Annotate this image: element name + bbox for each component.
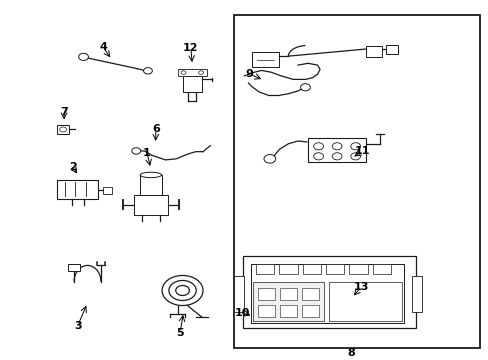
Bar	[411, 276, 421, 312]
Bar	[307, 139, 366, 162]
Circle shape	[181, 71, 185, 75]
Bar	[242, 256, 415, 328]
Text: 13: 13	[353, 282, 368, 292]
Bar	[251, 52, 278, 67]
Circle shape	[331, 143, 341, 150]
Bar	[134, 195, 167, 215]
Bar	[372, 264, 390, 274]
Ellipse shape	[140, 172, 161, 177]
Text: 3: 3	[74, 320, 81, 330]
Circle shape	[79, 53, 88, 60]
Circle shape	[264, 154, 275, 163]
Bar	[325, 264, 344, 274]
Bar	[258, 305, 275, 317]
Text: 11: 11	[354, 146, 369, 156]
Bar	[258, 288, 275, 300]
Bar	[385, 45, 397, 54]
Bar	[233, 276, 243, 312]
Circle shape	[313, 143, 323, 150]
Circle shape	[60, 127, 66, 132]
Bar	[57, 125, 69, 134]
Bar	[280, 288, 297, 300]
Bar	[68, 264, 80, 271]
Bar	[348, 264, 367, 274]
Circle shape	[162, 275, 203, 306]
Bar	[177, 69, 206, 76]
Circle shape	[143, 68, 152, 74]
Text: 6: 6	[151, 125, 160, 135]
Bar	[57, 180, 98, 199]
Circle shape	[198, 71, 203, 75]
Bar	[366, 46, 381, 57]
Text: 12: 12	[183, 43, 198, 53]
Bar	[253, 282, 324, 321]
Bar	[255, 264, 274, 274]
Circle shape	[168, 280, 196, 301]
Bar	[182, 76, 202, 92]
Circle shape	[313, 153, 323, 160]
Circle shape	[350, 143, 360, 150]
Circle shape	[300, 84, 310, 91]
Circle shape	[175, 285, 189, 296]
Text: 1: 1	[143, 148, 150, 158]
Text: 4: 4	[99, 42, 107, 52]
Text: 7: 7	[60, 107, 68, 117]
Text: 10: 10	[234, 308, 249, 318]
Bar	[103, 187, 112, 194]
Circle shape	[331, 153, 341, 160]
Bar	[250, 264, 404, 323]
Text: 5: 5	[176, 328, 183, 338]
Bar	[280, 305, 297, 317]
Bar	[328, 282, 401, 321]
Bar	[302, 305, 319, 317]
Circle shape	[350, 153, 360, 160]
Text: 2: 2	[69, 162, 77, 172]
Bar	[140, 175, 161, 195]
Bar	[233, 15, 479, 348]
Bar	[302, 264, 321, 274]
Text: 9: 9	[245, 69, 253, 79]
Circle shape	[132, 148, 141, 154]
Text: 8: 8	[346, 348, 354, 358]
Bar	[279, 264, 297, 274]
Bar	[302, 288, 319, 300]
